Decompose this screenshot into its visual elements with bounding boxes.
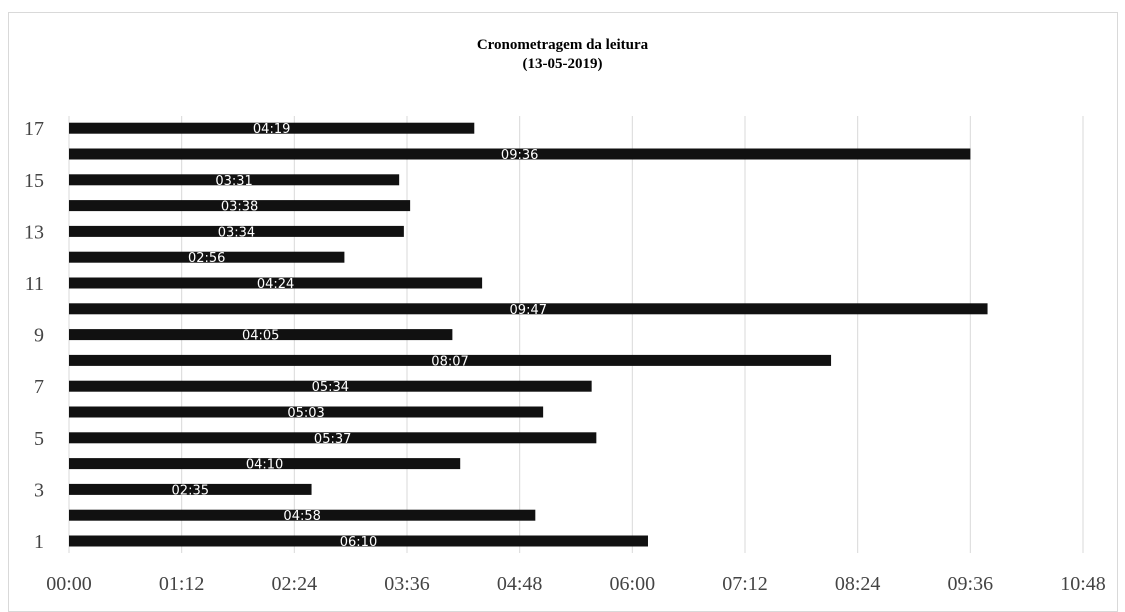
x-tick-label: 04:48 [497, 573, 543, 595]
bar [69, 535, 648, 547]
data-label: 03:34 [218, 225, 255, 240]
x-tick-label: 07:12 [722, 573, 768, 595]
y-tick-label: 13 [24, 221, 44, 243]
y-tick-label: 17 [24, 118, 44, 140]
y-tick-label: 15 [24, 170, 44, 192]
data-label: 04:58 [283, 509, 320, 524]
x-tick-label: 01:12 [159, 573, 205, 595]
data-label: 04:24 [257, 277, 294, 292]
y-tick-label: 3 [34, 479, 44, 501]
data-label: 04:05 [242, 329, 279, 344]
chart-title: Cronometragem da leitura [476, 37, 649, 53]
data-label: 03:31 [215, 174, 252, 189]
y-tick-label: 5 [34, 428, 44, 450]
y-tick-label: 1 [34, 531, 44, 553]
x-tick-label: 06:00 [610, 573, 656, 595]
y-tick-label: 7 [34, 376, 44, 398]
bar [69, 277, 483, 289]
data-label: 04:10 [246, 458, 283, 473]
data-label: 08:07 [431, 354, 468, 369]
data-label: 03:38 [221, 200, 258, 215]
data-label: 09:36 [501, 148, 538, 163]
data-label: 02:35 [172, 483, 209, 498]
bar [69, 148, 971, 160]
x-tick-label: 10:48 [1060, 573, 1106, 595]
bar [69, 329, 453, 341]
data-label: 05:37 [314, 432, 351, 447]
x-tick-label: 09:36 [948, 573, 994, 595]
data-label: 06:10 [340, 535, 377, 550]
x-tick-label: 03:36 [384, 573, 430, 595]
x-tick-label: 00:00 [46, 573, 92, 595]
bar [69, 432, 597, 444]
bar [69, 483, 312, 495]
bar [69, 354, 832, 366]
y-tick-label: 11 [25, 273, 44, 295]
bar [69, 303, 988, 315]
y-tick-label: 9 [34, 325, 44, 347]
x-tick-label: 02:24 [272, 573, 318, 595]
chart-subtitle: (13-05-2019) [522, 56, 603, 72]
data-label: 02:56 [188, 251, 225, 266]
data-label: 04:19 [253, 122, 290, 137]
bar [69, 251, 345, 263]
bar [69, 174, 400, 186]
data-label: 09:47 [510, 303, 547, 318]
data-label: 05:34 [312, 380, 349, 395]
bar [69, 509, 536, 521]
bar [69, 458, 461, 470]
bar [69, 225, 404, 237]
bar [69, 380, 592, 392]
bar [69, 200, 411, 212]
bar [69, 122, 475, 134]
x-tick-label: 08:24 [835, 573, 881, 595]
data-label: 05:03 [287, 406, 324, 421]
bar [69, 406, 544, 418]
